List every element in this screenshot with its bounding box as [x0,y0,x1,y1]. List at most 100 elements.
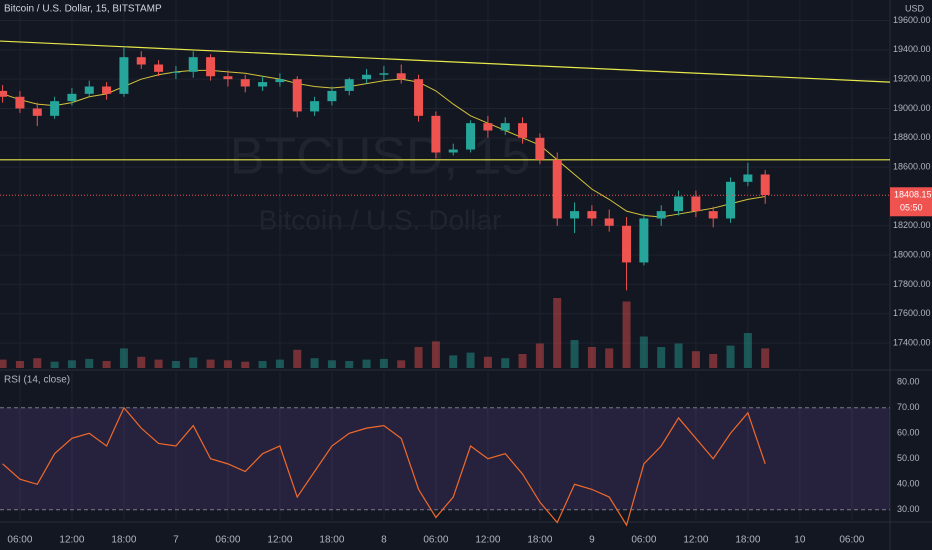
candle-body [310,101,320,112]
candle-body [431,115,441,153]
y-tick-label: 18200.00 [893,220,931,230]
x-tick-label: 06:00 [215,535,240,546]
volume-bar [15,361,24,368]
candle-body [396,73,406,80]
candle-body [344,79,354,91]
candle-body [223,76,233,80]
candle-body [32,108,42,116]
candle-body [379,73,389,75]
volume-bar [622,301,631,368]
volume-bar [154,359,163,368]
symbol-title: Bitcoin / U.S. Dollar, 15, BITSTAMP [4,4,162,15]
rsi-tick-label: 60.00 [897,428,920,438]
volume-bar [431,341,440,368]
volume-bar [258,361,267,368]
rsi-tick-label: 70.00 [897,402,920,412]
x-tick-label: 06:00 [423,535,448,546]
candle-body [206,57,216,77]
rsi-band [0,407,890,510]
candle-body [708,211,718,219]
y-tick-label: 17400.00 [893,337,931,347]
volume-bar [33,358,42,368]
volume-bar [657,347,666,368]
volume-bar [674,343,683,368]
candle-body [136,57,146,65]
volume-bar [275,359,284,368]
x-tick-label: 7 [173,535,179,546]
volume-bar [587,347,596,368]
candle-body [587,211,597,219]
watermark-name: Bitcoin / U.S. Dollar [259,204,502,235]
y-tick-label: 18800.00 [893,132,931,142]
candle-body [102,86,112,94]
countdown-label: 05:50 [900,203,923,213]
candle-body [188,57,198,72]
candle-body [483,123,493,131]
x-tick-label: 18:00 [111,535,136,546]
y-tick-label: 19200.00 [893,74,931,84]
candle-body [656,211,666,219]
volume-bar [605,348,614,368]
candle-body [275,79,285,83]
x-tick-label: 10 [794,535,806,546]
volume-bar [761,348,770,368]
x-tick-label: 12:00 [475,535,500,546]
moving-average [2,69,766,218]
volume-bar [414,347,423,368]
y-tick-label: 18600.00 [893,162,931,172]
x-tick-label: 12:00 [59,535,84,546]
volume-bar [241,361,250,368]
volume-bar [293,349,302,368]
volume-bar [639,336,648,368]
volume-bar [189,357,198,368]
x-tick-label: 9 [589,535,595,546]
y-tick-label: 19400.00 [893,44,931,54]
candle-body [292,79,302,112]
candle-body [726,181,736,219]
x-tick-label: 06:00 [631,535,656,546]
rsi-tick-label: 30.00 [897,504,920,514]
volume-bar [327,360,336,368]
volume-bar [691,351,700,368]
x-tick-label: 18:00 [319,535,344,546]
candle-body [500,123,510,131]
y-tick-label: 19000.00 [893,103,931,113]
volume-bar [119,348,128,368]
candle-body [67,93,77,102]
candle-body [15,96,25,109]
x-tick-label: 06:00 [839,535,864,546]
candle-body [604,218,614,226]
candle-body [50,101,60,116]
candle-body [414,79,424,116]
volume-bar [223,360,232,368]
candle-body [760,174,770,195]
volume-bar [553,298,562,368]
watermark-ticker: BTCUSD, 15 [230,128,531,186]
volume-bar [397,360,406,368]
volume-bar [0,359,7,368]
x-tick-label: 12:00 [267,535,292,546]
y-tick-label: 18000.00 [893,249,931,259]
candle-body [0,90,8,97]
candle-body [743,174,753,182]
volume-bar [310,358,319,368]
volume-bar [50,361,59,368]
last-price-label: 18408.15 [894,190,932,200]
volume-bar [449,355,458,368]
volume-bar [137,356,146,368]
rsi-tick-label: 40.00 [897,479,920,489]
currency-label: USD [905,3,925,13]
candle-body [171,71,181,73]
volume-bar [85,358,94,368]
volume-bar [171,361,180,368]
candle-body [691,196,701,212]
y-tick-label: 17600.00 [893,308,931,318]
volume-bar [379,358,388,368]
volume-bar [570,340,579,368]
candle-body [622,225,632,263]
volume-bar [726,345,735,368]
candle-body [327,90,337,102]
volume-bar [743,333,752,368]
volume-bar [206,359,215,368]
